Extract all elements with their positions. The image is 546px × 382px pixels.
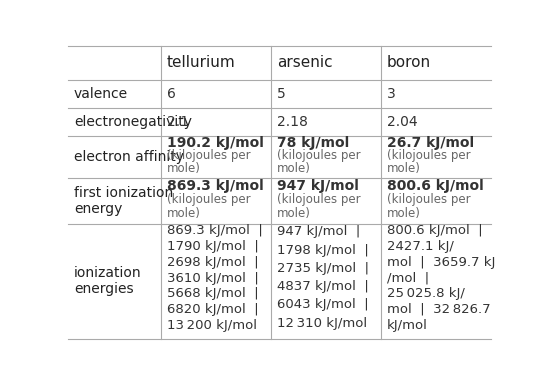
Text: mole): mole) — [277, 162, 311, 175]
Text: 12 310 kJ/mol: 12 310 kJ/mol — [277, 317, 367, 330]
Text: 800.6 kJ/mol  |: 800.6 kJ/mol | — [387, 224, 483, 237]
Text: 869.3 kJ/mol: 869.3 kJ/mol — [167, 179, 264, 193]
Text: mole): mole) — [387, 162, 421, 175]
Text: 947 kJ/mol: 947 kJ/mol — [277, 179, 359, 193]
Text: mole): mole) — [277, 207, 311, 220]
Text: 2698 kJ/mol  |: 2698 kJ/mol | — [167, 256, 258, 269]
Text: 3610 kJ/mol  |: 3610 kJ/mol | — [167, 272, 259, 285]
Text: 2.18: 2.18 — [277, 115, 308, 129]
Text: (kilojoules per: (kilojoules per — [277, 193, 360, 206]
Text: tellurium: tellurium — [167, 55, 235, 70]
Text: first ionization
energy: first ionization energy — [74, 186, 173, 216]
Text: 5668 kJ/mol  |: 5668 kJ/mol | — [167, 287, 258, 300]
Text: 1790 kJ/mol  |: 1790 kJ/mol | — [167, 240, 259, 253]
Text: (kilojoules per: (kilojoules per — [277, 149, 360, 162]
Text: 13 200 kJ/mol: 13 200 kJ/mol — [167, 319, 257, 332]
Text: arsenic: arsenic — [277, 55, 333, 70]
Text: (kilojoules per: (kilojoules per — [167, 193, 251, 206]
Text: 25 025.8 kJ/: 25 025.8 kJ/ — [387, 287, 465, 300]
Text: (kilojoules per: (kilojoules per — [387, 149, 471, 162]
Text: 947 kJ/mol  |: 947 kJ/mol | — [277, 225, 360, 238]
Text: mol  |  32 826.7: mol | 32 826.7 — [387, 303, 490, 316]
Text: 4837 kJ/mol  |: 4837 kJ/mol | — [277, 280, 369, 293]
Text: 6043 kJ/mol  |: 6043 kJ/mol | — [277, 298, 369, 311]
Text: mole): mole) — [387, 207, 421, 220]
Text: valence: valence — [74, 87, 128, 100]
Text: 869.3 kJ/mol  |: 869.3 kJ/mol | — [167, 224, 263, 237]
Text: 5: 5 — [277, 87, 286, 100]
Text: boron: boron — [387, 55, 431, 70]
Text: 800.6 kJ/mol: 800.6 kJ/mol — [387, 179, 484, 193]
Text: 2427.1 kJ/: 2427.1 kJ/ — [387, 240, 454, 253]
Text: 26.7 kJ/mol: 26.7 kJ/mol — [387, 136, 474, 150]
Text: ionization
energies: ionization energies — [74, 266, 141, 296]
Text: 6820 kJ/mol  |: 6820 kJ/mol | — [167, 303, 258, 316]
Text: 3: 3 — [387, 87, 396, 100]
Text: 2.04: 2.04 — [387, 115, 418, 129]
Text: electron affinity: electron affinity — [74, 150, 184, 164]
Text: /mol  |: /mol | — [387, 272, 429, 285]
Text: mole): mole) — [167, 162, 201, 175]
Text: 78 kJ/mol: 78 kJ/mol — [277, 136, 349, 150]
Text: (kilojoules per: (kilojoules per — [387, 193, 471, 206]
Text: kJ/mol: kJ/mol — [387, 319, 428, 332]
Text: 2.1: 2.1 — [167, 115, 189, 129]
Text: electronegativity: electronegativity — [74, 115, 192, 129]
Text: (kilojoules per: (kilojoules per — [167, 149, 251, 162]
Text: 6: 6 — [167, 87, 176, 100]
Text: mole): mole) — [167, 207, 201, 220]
Text: 2735 kJ/mol  |: 2735 kJ/mol | — [277, 262, 369, 275]
Text: 190.2 kJ/mol: 190.2 kJ/mol — [167, 136, 264, 150]
Text: 1798 kJ/mol  |: 1798 kJ/mol | — [277, 244, 369, 257]
Text: mol  |  3659.7 kJ: mol | 3659.7 kJ — [387, 256, 495, 269]
